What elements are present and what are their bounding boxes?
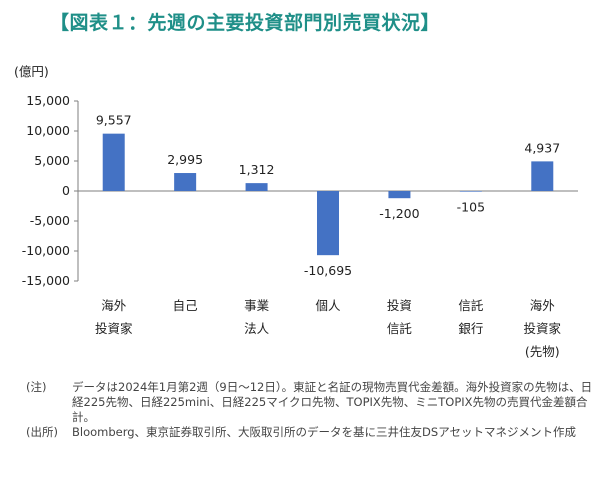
data-label: -10,695 bbox=[304, 263, 352, 278]
data-label: 9,557 bbox=[96, 113, 132, 128]
y-tick-label: 15,000 bbox=[26, 93, 70, 108]
note-row: (注) データは2024年1月第2週（9日〜12日）。東証と名証の現物売買代金差… bbox=[26, 380, 594, 425]
footnotes: (注) データは2024年1月第2週（9日〜12日）。東証と名証の現物売買代金差… bbox=[26, 380, 594, 440]
bar bbox=[174, 173, 197, 191]
data-label: 1,312 bbox=[239, 162, 275, 177]
source-row: (出所) Bloomberg、東京証券取引所、大阪取引所のデータを基に三井住友D… bbox=[26, 425, 594, 440]
category-label: 海外 bbox=[101, 298, 127, 313]
data-label: -105 bbox=[457, 200, 485, 215]
source-label: (出所) bbox=[26, 425, 58, 439]
y-unit-label: (億円) bbox=[14, 64, 49, 79]
bar bbox=[317, 191, 339, 256]
category-label: 海外 bbox=[530, 298, 556, 313]
source-text: Bloomberg、東京証券取引所、大阪取引所のデータを基に三井住友DSアセット… bbox=[72, 425, 576, 439]
category-label: 投資家 bbox=[524, 321, 562, 336]
category-label: (先物) bbox=[525, 344, 560, 359]
y-tick-label: 0 bbox=[62, 183, 70, 198]
y-tick-label: 5,000 bbox=[34, 153, 70, 168]
bar bbox=[531, 161, 554, 191]
category-label: 個人 bbox=[315, 298, 341, 313]
category-label: 投資 bbox=[387, 298, 412, 313]
y-tick-label: 10,000 bbox=[26, 123, 70, 138]
category-label: 事業 bbox=[244, 298, 270, 313]
category-label: 銀行 bbox=[458, 321, 483, 336]
category-label: 自己 bbox=[173, 298, 198, 313]
y-tick-label: -15,000 bbox=[22, 273, 70, 288]
note-text: データは2024年1月第2週（9日〜12日）。東証と名証の現物売買代金差額。海外… bbox=[72, 380, 593, 424]
data-label: 2,995 bbox=[167, 152, 203, 167]
data-label: 4,937 bbox=[524, 140, 560, 155]
category-label: 投資家 bbox=[95, 321, 133, 336]
note-label: (注) bbox=[26, 380, 47, 394]
bar bbox=[459, 191, 482, 192]
category-label: 信託 bbox=[458, 298, 484, 313]
y-tick-label: -5,000 bbox=[30, 213, 70, 228]
chart-title: 【図表１：先週の主要投資部門別売買状況】 bbox=[50, 12, 441, 34]
y-tick-label: -10,000 bbox=[22, 243, 70, 258]
bar bbox=[245, 183, 268, 191]
category-label: 法人 bbox=[244, 321, 270, 336]
bar-chart: (億円) 15,000 10,000 5,000 0 -5,000 -10,000 -15,0… bbox=[14, 64, 578, 359]
data-label: -1,200 bbox=[379, 206, 419, 221]
bar bbox=[388, 191, 411, 199]
category-label: 信託 bbox=[387, 321, 413, 336]
bar bbox=[102, 133, 125, 191]
